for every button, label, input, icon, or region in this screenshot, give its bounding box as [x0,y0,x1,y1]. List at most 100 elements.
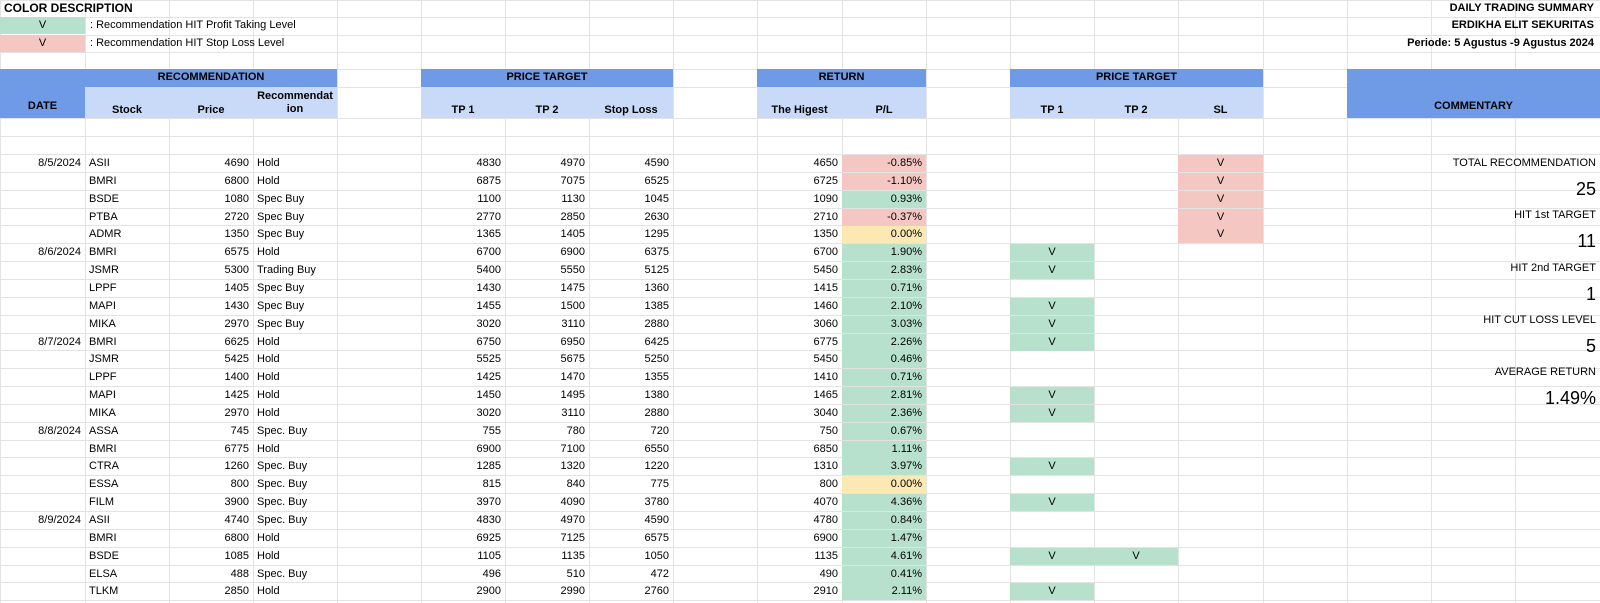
cell-highest[interactable]: 1310 [813,460,838,472]
cell-stop-loss[interactable]: 2880 [644,318,669,330]
cell-sl-hit[interactable]: V [1178,209,1263,226]
cell-highest[interactable]: 5450 [813,264,838,276]
cell-stop-loss[interactable]: 6525 [644,175,669,187]
cell-stock[interactable]: BMRI [89,246,117,258]
cell-tp1[interactable]: 1430 [476,282,501,294]
cell-highest[interactable]: 1465 [813,389,838,401]
cell-tp1-hit[interactable] [1010,566,1094,583]
cell-price[interactable]: 3900 [224,496,249,508]
cell-sl-hit[interactable] [1178,387,1263,404]
cell-tp2[interactable]: 4090 [560,496,585,508]
cell-tp2[interactable]: 3110 [561,407,585,419]
cell-recommendation[interactable]: Hold [257,336,280,348]
cell-stock[interactable]: MAPI [89,300,116,312]
cell-pl[interactable]: 2.83% [842,262,926,279]
cell-tp2[interactable]: 6900 [560,246,585,258]
cell-highest[interactable]: 6775 [813,336,838,348]
cell-highest[interactable]: 1415 [813,282,838,294]
cell-sl-hit[interactable] [1178,530,1263,547]
cell-tp2[interactable]: 2850 [560,211,585,223]
cell-tp1[interactable]: 1455 [476,300,501,312]
cell-tp2[interactable]: 1500 [560,300,585,312]
cell-price[interactable]: 1430 [224,300,249,312]
cell-tp2-hit[interactable] [1094,209,1178,226]
cell-tp2-hit[interactable] [1094,458,1178,475]
cell-recommendation[interactable]: Hold [257,246,280,258]
cell-tp1[interactable]: 6900 [476,443,501,455]
cell-tp2[interactable]: 4970 [560,157,585,169]
cell-highest[interactable]: 1460 [813,300,838,312]
cell-tp2-hit[interactable] [1094,280,1178,297]
cell-sl-hit[interactable] [1178,262,1263,279]
cell-tp2-hit[interactable] [1094,369,1178,386]
cell-sl-hit[interactable] [1178,316,1263,333]
cell-tp1[interactable]: 1100 [477,193,501,205]
cell-recommendation[interactable]: Hold [257,585,280,597]
cell-stop-loss[interactable]: 6375 [644,246,669,258]
cell-sl-hit[interactable]: V [1178,226,1263,243]
cell-highest[interactable]: 6700 [813,246,838,258]
cell-date[interactable]: 8/6/2024 [38,246,81,258]
cell-recommendation[interactable]: Spec Buy [257,318,305,330]
cell-tp1-hit[interactable]: V [1010,405,1094,422]
cell-highest[interactable]: 6725 [813,175,838,187]
cell-date[interactable] [0,369,85,386]
cell-tp2-hit[interactable] [1094,316,1178,333]
cell-stop-loss[interactable]: 6425 [644,336,669,348]
cell-price[interactable]: 1405 [224,282,249,294]
cell-highest[interactable]: 3060 [813,318,838,330]
cell-pl[interactable]: 1.11% [842,441,926,458]
cell-pl[interactable]: 0.67% [842,423,926,440]
cell-stock[interactable]: ASII [89,514,110,526]
cell-tp1[interactable]: 1450 [476,389,501,401]
cell-pl[interactable]: 0.41% [842,566,926,583]
cell-tp1[interactable]: 5525 [476,353,501,365]
cell-tp1[interactable]: 4830 [476,514,501,526]
cell-stock[interactable]: BMRI [89,443,117,455]
cell-recommendation[interactable]: Hold [257,550,280,562]
cell-tp1-hit[interactable] [1010,530,1094,547]
cell-price[interactable]: 5425 [224,353,249,365]
cell-stock[interactable]: BMRI [89,336,117,348]
cell-highest[interactable]: 490 [819,568,838,580]
cell-date[interactable]: 8/5/2024 [38,157,81,169]
cell-tp1-hit[interactable] [1010,369,1094,386]
cell-tp2[interactable]: 6950 [560,336,585,348]
cell-stock[interactable]: ASII [89,157,110,169]
cell-sl-hit[interactable] [1178,351,1263,368]
cell-stop-loss[interactable]: 5250 [644,353,669,365]
cell-stop-loss[interactable]: 1385 [644,300,669,312]
cell-date[interactable] [0,530,85,547]
cell-recommendation[interactable]: Hold [257,157,280,169]
cell-price[interactable]: 6800 [224,532,249,544]
cell-stock[interactable]: LPPF [89,282,117,294]
cell-highest[interactable]: 1090 [813,193,838,205]
cell-price[interactable]: 1425 [224,389,249,401]
cell-highest[interactable]: 6850 [813,443,838,455]
cell-sl-hit[interactable] [1178,280,1263,297]
cell-tp2-hit[interactable] [1094,423,1178,440]
cell-highest[interactable]: 3040 [813,407,838,419]
cell-sl-hit[interactable] [1178,244,1263,261]
cell-stop-loss[interactable]: 6575 [644,532,669,544]
cell-tp2-hit[interactable] [1094,262,1178,279]
cell-tp2[interactable]: 1130 [561,193,585,205]
cell-price[interactable]: 6775 [224,443,249,455]
cell-tp2[interactable]: 7100 [560,443,585,455]
cell-tp1-hit[interactable] [1010,226,1094,243]
cell-stop-loss[interactable]: 1295 [644,228,669,240]
cell-highest[interactable]: 5450 [813,353,838,365]
cell-pl[interactable]: 2.11% [842,583,926,600]
cell-pl[interactable]: 4.61% [842,548,926,565]
cell-price[interactable]: 1350 [224,228,249,240]
cell-date[interactable] [0,298,85,315]
cell-recommendation[interactable]: Hold [257,389,280,401]
cell-recommendation[interactable]: Spec Buy [257,228,305,240]
cell-sl-hit[interactable] [1178,334,1263,351]
cell-price[interactable]: 745 [230,425,249,437]
cell-tp2[interactable]: 3110 [561,318,585,330]
cell-tp1-hit[interactable]: V [1010,262,1094,279]
cell-recommendation[interactable]: Spec. Buy [257,514,308,526]
cell-tp2[interactable]: 1470 [560,371,585,383]
cell-tp1-hit[interactable]: V [1010,316,1094,333]
